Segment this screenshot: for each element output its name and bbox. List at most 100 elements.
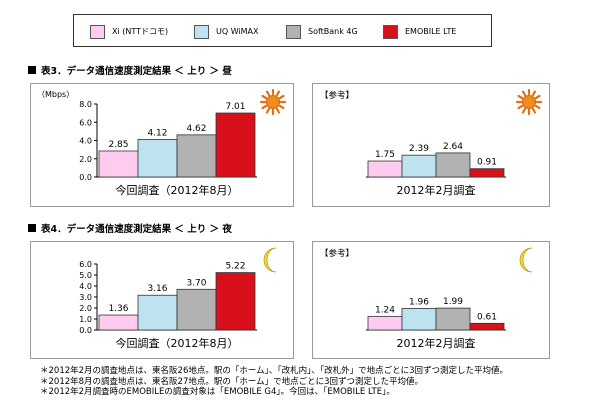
sun-ray	[517, 94, 524, 100]
bar-chart: 【参考】 1.24 1.96 1.99 0.61 2012年2月調査	[320, 247, 533, 350]
bar-chart: 0.0 1.0 2.0 3.0 4.0 5.0 6.0 1.36 3.16 3.70 5.22 今回調…	[79, 247, 277, 350]
data-label: 3.70	[186, 278, 206, 288]
bar	[176, 134, 217, 178]
data-label: 2.64	[443, 142, 463, 152]
y-axis-label: （Mbps）	[37, 90, 74, 99]
data-label: 2.85	[108, 140, 128, 150]
legend-label-emobile: EMOBILE LTE	[405, 27, 457, 36]
data-label: 5.22	[225, 262, 245, 272]
sun-ray	[534, 94, 541, 100]
sun-ray	[521, 90, 527, 97]
bar	[435, 307, 471, 331]
sun-ray	[278, 94, 285, 100]
moon-crescent	[519, 247, 533, 273]
data-label: 3.16	[147, 284, 167, 294]
y-tick-label: 2.0	[79, 155, 92, 164]
legend-label-xi: Xi (NTTドコモ)	[112, 27, 169, 36]
bar	[401, 154, 437, 178]
chart-panel-night-reference: 【参考】 1.24 1.96 1.99 0.61 2012年2月調査	[312, 241, 550, 359]
chart-panel-night-current: 0.0 1.0 2.0 3.0 4.0 5.0 6.0 1.36 3.16 3.70 5.22 今回調…	[30, 241, 294, 359]
sun-ray	[275, 90, 281, 97]
sun-ray	[517, 104, 524, 110]
moon-icon	[519, 247, 533, 273]
y-tick-label: 6.0	[79, 118, 92, 127]
y-tick-label: 4.0	[79, 282, 92, 291]
bar-chart: 0.0 2.0 4.0 6.0 8.0 （Mbps） 2.85 4.12 4.62 7.01 今回調…	[37, 88, 287, 197]
data-label: 4.62	[186, 124, 206, 134]
data-label: 1.36	[108, 304, 128, 314]
bar	[367, 315, 403, 331]
bullet-square-icon	[28, 66, 36, 74]
sun-ray	[521, 107, 527, 114]
legend-swatch-xi	[90, 25, 105, 39]
bar	[215, 112, 256, 178]
legend-swatch-emobile	[383, 25, 398, 39]
bar	[435, 152, 471, 178]
footnote: ＊2012年8月の調査地点は、東名阪27地点。駅の「ホーム」で地点ごとに3回ずつ…	[40, 376, 424, 387]
bar	[469, 168, 505, 178]
data-label: 0.61	[477, 312, 497, 322]
x-axis-label: 2012年2月調査	[397, 183, 476, 197]
sun-disc	[266, 95, 280, 109]
sun-ray	[275, 107, 281, 114]
sun-ray	[278, 104, 285, 110]
bar-chart: 【参考】 1.75 2.39 2.64 0.91 2012年2月調査	[320, 88, 543, 197]
legend-label-softbank: SoftBank 4G	[308, 27, 358, 36]
section-title-night-text: 表4．データ通信速度測定結果 ＜ 上り ＞ 夜	[41, 224, 232, 235]
bar	[367, 160, 403, 178]
bar	[215, 272, 256, 331]
sun-ray	[265, 107, 271, 114]
sun-icon	[259, 88, 287, 116]
sun-ray	[534, 104, 541, 110]
bar	[137, 139, 178, 178]
section-title-day-text: 表3．データ通信速度測定結果 ＜ 上り ＞ 昼	[41, 66, 232, 77]
moon-crescent	[263, 247, 277, 273]
sun-ray	[531, 90, 537, 97]
data-label: 2.39	[409, 144, 429, 154]
bar	[98, 314, 139, 331]
y-tick-label: 3.0	[79, 293, 92, 302]
sun-icon	[515, 88, 543, 116]
bar	[98, 150, 139, 178]
x-axis-label: 2012年2月調査	[397, 336, 476, 350]
data-label: 1.99	[443, 297, 463, 307]
data-label: 1.24	[375, 305, 395, 315]
footnote: ＊2012年2月の調査地点は、東名阪26地点。駅の「ホーム」、「改札内」、「改札…	[40, 366, 509, 376]
x-axis-label: 今回調査（2012年8月）	[116, 183, 239, 197]
legend-swatch-softbank	[286, 25, 301, 39]
footnotes: ＊2012年2月の調査地点は、東名阪26地点。駅の「ホーム」、「改札内」、「改札…	[40, 366, 585, 398]
sun-ray	[265, 90, 271, 97]
section-title-night: 表4．データ通信速度測定結果 ＜ 上り ＞ 夜	[28, 224, 232, 236]
y-tick-label: 4.0	[79, 137, 92, 146]
y-tick-label: 2.0	[79, 304, 92, 313]
data-label: 4.12	[147, 128, 167, 138]
sun-ray	[261, 94, 268, 100]
chart-panel-day-reference: 【参考】 1.75 2.39 2.64 0.91 2012年2月調査	[312, 83, 550, 207]
bar	[469, 322, 505, 331]
data-label: 1.96	[409, 297, 429, 307]
panel-header: 【参考】	[320, 248, 354, 259]
moon-icon	[263, 247, 277, 273]
bar	[401, 308, 437, 331]
section-title-day: 表3．データ通信速度測定結果 ＜ 上り ＞ 昼	[28, 66, 232, 78]
sun-ray	[261, 104, 268, 110]
sun-disc	[522, 95, 536, 109]
chart-legend: Xi (NTTドコモ) UQ WiMAX SoftBank 4G EMOBILE…	[73, 14, 492, 47]
y-tick-label: 6.0	[79, 260, 92, 269]
panel-header: 【参考】	[320, 90, 354, 101]
y-tick-label: 0.0	[79, 173, 92, 182]
y-tick-label: 8.0	[79, 100, 92, 109]
bar	[176, 288, 217, 331]
data-label: 0.91	[477, 158, 497, 168]
legend-label-uq-wimax: UQ WiMAX	[216, 27, 259, 36]
chart-panel-day-current: 0.0 2.0 4.0 6.0 8.0 （Mbps） 2.85 4.12 4.62 7.01 今回調…	[30, 83, 294, 207]
x-axis-label: 今回調査（2012年8月）	[116, 336, 239, 350]
sun-ray	[531, 107, 537, 114]
y-tick-label: 5.0	[79, 271, 92, 280]
y-tick-label: 1.0	[79, 315, 92, 324]
footnote: ＊2012年2月調査時のEMOBILEの調査対象は「EMOBILE G4」。今回…	[40, 387, 395, 397]
data-label: 7.01	[225, 102, 245, 112]
y-tick-label: 0.0	[79, 326, 92, 335]
bar	[137, 294, 178, 331]
data-label: 1.75	[375, 150, 395, 160]
